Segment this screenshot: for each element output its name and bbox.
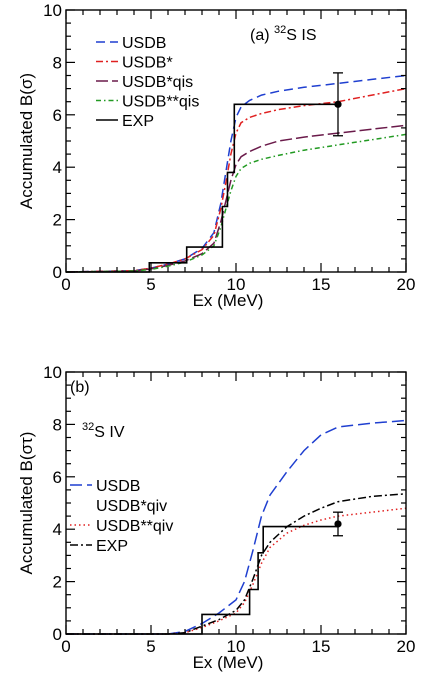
- y-tick-label: 6: [53, 468, 62, 487]
- y-tick-label: 2: [53, 211, 62, 230]
- x-tick-label: 20: [397, 275, 416, 294]
- y-tick-label: 4: [53, 520, 62, 539]
- series-line-exp: [66, 493, 407, 635]
- y-tick-label: 10: [43, 363, 62, 382]
- y-tick-label: 0: [53, 625, 62, 644]
- series-line-usdb-qiv: [66, 507, 407, 635]
- panel-title: (b): [70, 379, 90, 396]
- y-tick-label: 2: [53, 573, 62, 592]
- series-line-exp-step: [66, 524, 339, 635]
- series-line-usdb: [66, 419, 407, 635]
- legend-label: USDB: [96, 478, 140, 495]
- y-tick-label: 8: [53, 53, 62, 72]
- y-axis-label: Accumulated B(στ): [17, 432, 36, 575]
- legend-label: USDB: [122, 35, 166, 52]
- x-tick-label: 0: [61, 637, 70, 656]
- legend-label: USDB*qis: [122, 74, 193, 91]
- series-line-exp: [66, 103, 338, 273]
- legend-label: USDB**qiv: [96, 518, 173, 535]
- panel-subtitle: 32S IV: [82, 421, 125, 441]
- x-tick-label: 15: [312, 275, 331, 294]
- series-line-usdb: [65, 74, 407, 273]
- x-tick-label: 5: [146, 275, 155, 294]
- y-tick-label: 8: [53, 415, 62, 434]
- y-tick-label: 10: [43, 1, 62, 20]
- y-tick-label: 0: [53, 263, 62, 282]
- legend-label: USDB*: [122, 55, 173, 72]
- legend-label: USDB*qiv: [96, 498, 167, 515]
- x-tick-label: 20: [397, 637, 416, 656]
- x-tick-label: 10: [227, 275, 246, 294]
- exp-data-point: [334, 520, 342, 528]
- series-line-usdb-: [65, 87, 407, 273]
- legend-label: USDB**qis: [122, 94, 199, 111]
- legend-label: EXP: [122, 113, 154, 130]
- x-tick-label: 10: [227, 637, 246, 656]
- series-line-usdb-qis: [65, 133, 407, 273]
- legend-label: EXP: [96, 538, 128, 555]
- x-axis-label: Ex (MeV): [193, 653, 264, 672]
- x-tick-label: 0: [61, 275, 70, 294]
- x-axis-label: Ex (MeV): [193, 291, 264, 310]
- y-axis-label: Accumulated B(σ): [17, 73, 36, 209]
- exp-data-point: [334, 100, 342, 108]
- x-tick-label: 5: [146, 637, 155, 656]
- y-tick-label: 4: [53, 158, 62, 177]
- plot-frame: [65, 9, 407, 273]
- x-tick-label: 15: [312, 637, 331, 656]
- panel-title: (a) 32S IS: [250, 24, 316, 44]
- series-line-usdb-qis: [65, 124, 407, 273]
- y-tick-label: 6: [53, 106, 62, 125]
